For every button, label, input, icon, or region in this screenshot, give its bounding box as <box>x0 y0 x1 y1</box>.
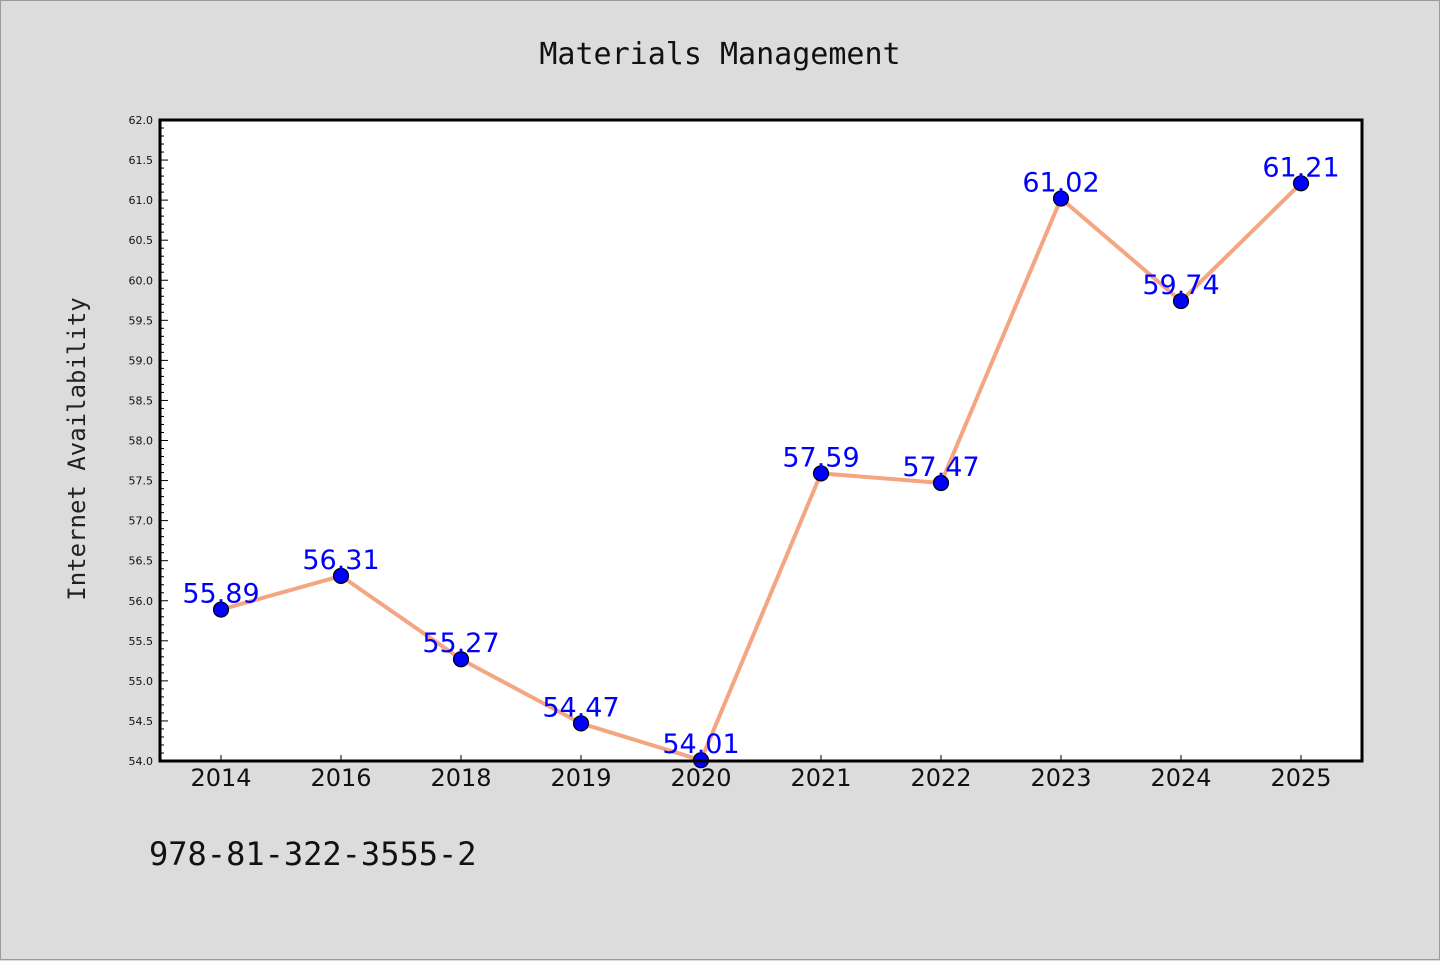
data-label: 54.47 <box>542 692 619 723</box>
x-tick-label: 2014 <box>190 764 251 792</box>
y-tick-label: 58.0 <box>129 435 154 448</box>
x-tick-label: 2018 <box>430 764 491 792</box>
y-tick-label: 56.5 <box>129 555 154 568</box>
x-axis: 2014 2016 2018 2019 2020 2021 2022 2023 2024 2025 <box>190 755 1332 792</box>
data-label: 61.21 <box>1262 152 1339 183</box>
y-tick-label: 60.5 <box>129 234 154 247</box>
x-tick-label: 2024 <box>1150 764 1211 792</box>
x-tick-label: 2022 <box>910 764 971 792</box>
y-tick-label: 56.0 <box>129 595 154 608</box>
data-label: 59.74 <box>1142 270 1219 301</box>
data-label: 57.47 <box>902 452 979 483</box>
x-tick-label: 2016 <box>310 764 371 792</box>
data-point <box>572 715 590 732</box>
data-labels: 55.89 56.31 55.27 54.47 54.01 57.59 57.47 61.02… <box>182 152 1339 760</box>
series-line-group <box>219 181 1303 763</box>
y-tick-label: 61.0 <box>129 194 154 207</box>
data-point <box>332 567 350 585</box>
y-tick-label: 55.5 <box>129 635 154 648</box>
y-tick-label: 59.5 <box>129 314 154 327</box>
data-label: 61.02 <box>1022 168 1099 199</box>
series-line <box>219 181 1303 763</box>
data-point <box>812 465 830 482</box>
y-tick-label: 60.0 <box>129 274 154 287</box>
y-tick-label: 58.5 <box>129 394 154 407</box>
data-point <box>1052 190 1070 207</box>
y-tick-label: 57.5 <box>129 475 154 488</box>
x-tick-label: 2019 <box>550 764 611 792</box>
y-tick-label: 57.0 <box>129 515 154 528</box>
y-tick-label: 54.5 <box>129 715 154 728</box>
data-point <box>452 651 470 668</box>
data-point <box>932 474 950 492</box>
data-point <box>1292 175 1310 192</box>
x-tick-label: 2021 <box>790 764 851 792</box>
data-point <box>1172 292 1190 310</box>
data-label: 55.27 <box>422 628 499 659</box>
x-tick-label: 2023 <box>1030 764 1091 792</box>
data-label: 55.89 <box>182 579 259 610</box>
data-markers <box>212 175 1310 769</box>
y-tick-label: 54.0 <box>129 755 154 768</box>
footer-isbn: 978-81-322-3555-2 <box>149 835 477 873</box>
data-label: 54.01 <box>662 729 739 760</box>
chart-title: Materials Management <box>539 37 900 72</box>
data-point <box>212 601 230 618</box>
y-tick-label: 61.5 <box>129 154 154 167</box>
y-axis-label: Internet Availability <box>63 297 91 600</box>
data-label: 57.59 <box>782 442 859 473</box>
y-tick-label: 59.0 <box>129 354 154 367</box>
plot-frame <box>158 118 1364 763</box>
x-tick-label: 2025 <box>1270 764 1331 792</box>
x-tick-label: 2020 <box>670 764 731 792</box>
y-tick-label: 55.0 <box>129 675 154 688</box>
data-label: 56.31 <box>302 545 379 576</box>
y-tick-label: 62.0 <box>129 114 154 127</box>
plot-area <box>160 120 1362 761</box>
